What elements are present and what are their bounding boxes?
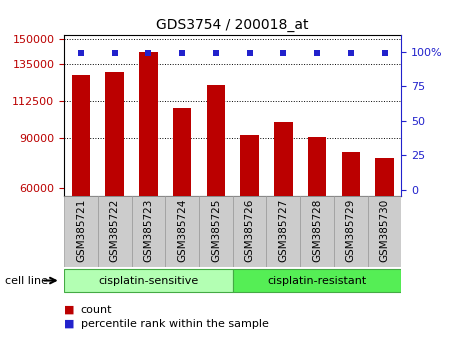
- Text: percentile rank within the sample: percentile rank within the sample: [81, 319, 269, 329]
- Point: [179, 51, 186, 56]
- Text: ■: ■: [64, 319, 75, 329]
- Text: GSM385723: GSM385723: [143, 199, 153, 262]
- Text: count: count: [81, 305, 112, 315]
- Bar: [274, 122, 293, 288]
- Text: ■: ■: [64, 305, 75, 315]
- Text: GSM385724: GSM385724: [177, 199, 187, 262]
- Text: cisplatin-resistant: cisplatin-resistant: [267, 275, 367, 286]
- Title: GDS3754 / 200018_at: GDS3754 / 200018_at: [156, 18, 309, 32]
- Text: GSM385722: GSM385722: [110, 199, 120, 262]
- Point: [111, 51, 119, 56]
- Text: GSM385729: GSM385729: [346, 199, 356, 262]
- Bar: [368, 196, 401, 267]
- Bar: [300, 196, 334, 267]
- Point: [246, 51, 254, 56]
- Text: cisplatin-sensitive: cisplatin-sensitive: [98, 275, 199, 286]
- Bar: [64, 196, 98, 267]
- Bar: [72, 75, 90, 288]
- Point: [347, 51, 354, 56]
- Bar: [64, 269, 233, 292]
- Point: [279, 51, 287, 56]
- Bar: [334, 196, 368, 267]
- Bar: [207, 85, 225, 288]
- Point: [314, 51, 321, 56]
- Bar: [266, 196, 300, 267]
- Bar: [132, 196, 165, 267]
- Bar: [375, 158, 394, 288]
- Text: GSM385730: GSM385730: [380, 199, 390, 262]
- Text: GSM385725: GSM385725: [211, 199, 221, 262]
- Bar: [199, 196, 233, 267]
- Bar: [308, 137, 326, 288]
- Bar: [233, 269, 401, 292]
- Point: [77, 51, 85, 56]
- Text: GSM385721: GSM385721: [76, 199, 86, 262]
- Text: GSM385727: GSM385727: [278, 199, 288, 262]
- Point: [381, 51, 389, 56]
- Bar: [342, 152, 360, 288]
- Bar: [173, 108, 191, 288]
- Bar: [105, 72, 124, 288]
- Bar: [240, 135, 259, 288]
- Text: GSM385728: GSM385728: [312, 199, 322, 262]
- Point: [212, 51, 219, 56]
- Bar: [165, 196, 199, 267]
- Text: cell line: cell line: [5, 275, 48, 286]
- Bar: [98, 196, 132, 267]
- Point: [144, 51, 152, 56]
- Text: GSM385726: GSM385726: [245, 199, 255, 262]
- Bar: [139, 52, 158, 288]
- Bar: [233, 196, 266, 267]
